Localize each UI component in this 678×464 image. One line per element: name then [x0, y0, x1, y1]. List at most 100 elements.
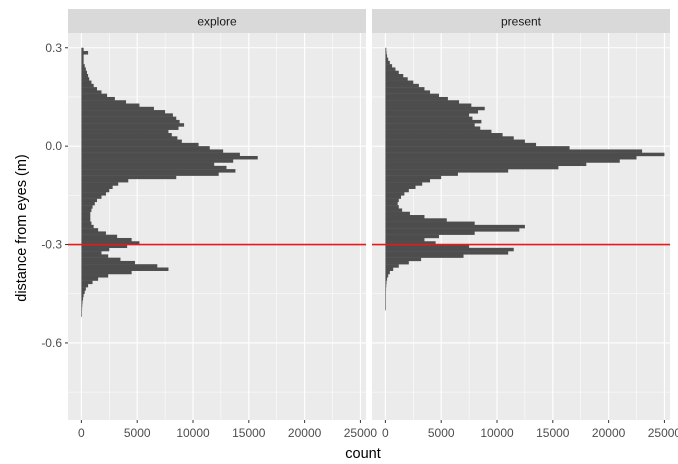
- histogram-bar: [81, 205, 93, 209]
- histogram-bar: [81, 113, 173, 117]
- bars: [81, 47, 258, 317]
- x-tick-label: 10000: [176, 426, 210, 440]
- y-tick-label: -0.3: [41, 238, 62, 252]
- histogram-bar: [385, 237, 425, 242]
- histogram-bar: [81, 188, 110, 193]
- histogram-bar: [385, 83, 419, 88]
- x-tick-label: 25000: [344, 426, 378, 440]
- histogram-bar: [385, 96, 448, 101]
- histogram-bar: [81, 106, 154, 111]
- x-tick-label: 15000: [232, 426, 266, 440]
- histogram-bar: [81, 73, 89, 78]
- histogram-bar: [385, 182, 423, 186]
- histogram-bar: [385, 169, 509, 173]
- histogram-bar: [81, 159, 234, 163]
- histogram-bar: [81, 47, 84, 52]
- histogram-bar: [81, 290, 85, 294]
- histogram-bar: [81, 221, 92, 226]
- histogram-bar: [81, 178, 129, 183]
- histogram-bar: [385, 208, 403, 212]
- histogram-bar: [81, 152, 240, 157]
- histogram-bar: [385, 103, 472, 107]
- histogram-bar: [385, 100, 460, 104]
- histogram-bar: [385, 244, 470, 249]
- histogram-bar: [385, 116, 473, 121]
- histogram-bar: [81, 165, 227, 170]
- histogram-bar: [385, 251, 509, 255]
- histogram-bar: [385, 192, 405, 196]
- y-tick-label: 0.0: [45, 139, 62, 153]
- histogram-bar: [385, 293, 386, 298]
- histogram-bar: [385, 87, 425, 91]
- histogram-bar: [385, 172, 458, 176]
- histogram-bar: [81, 175, 177, 180]
- histogram-bar: [385, 198, 399, 203]
- histogram-bar: [385, 51, 387, 55]
- histogram-bar: [81, 182, 119, 186]
- histogram-bar: [385, 93, 439, 98]
- y-tick-label: -0.6: [41, 336, 62, 350]
- histogram-bar: [385, 224, 525, 229]
- histogram-bar: [385, 300, 386, 304]
- histogram-bar: [81, 139, 182, 144]
- panel-explore: explore: [68, 9, 366, 420]
- histogram-bar: [81, 277, 99, 281]
- histogram-bar: [81, 90, 102, 94]
- histogram-bar: [385, 178, 431, 183]
- histogram-bar: [81, 123, 185, 127]
- histogram-bar: [81, 218, 91, 222]
- histogram-bar: [81, 116, 177, 121]
- histogram-bar: [385, 195, 402, 199]
- histogram-bar: [81, 96, 115, 101]
- histogram-bar: [81, 306, 83, 311]
- histogram-bar: [385, 123, 475, 127]
- histogram-bar: [385, 234, 439, 239]
- histogram-bar: [81, 93, 108, 98]
- histogram-bar: [385, 277, 388, 281]
- bars: [385, 47, 665, 311]
- histogram-bar: [81, 142, 199, 147]
- histogram-bar: [385, 267, 394, 271]
- histogram-bar: [385, 139, 525, 144]
- histogram-bar: [385, 297, 386, 301]
- histogram-bar: [81, 51, 89, 55]
- histogram-bar: [81, 228, 99, 232]
- histogram-bar: [81, 267, 169, 271]
- histogram-bar: [385, 106, 485, 111]
- histogram-bar: [81, 260, 135, 265]
- histogram-bar: [385, 280, 387, 285]
- histogram-bar: [385, 149, 643, 153]
- histogram-bar: [81, 185, 113, 189]
- histogram-bar: [81, 254, 109, 258]
- histogram-bar: [385, 290, 386, 294]
- histogram-bar: [385, 54, 388, 58]
- histogram-bar: [385, 47, 387, 52]
- histogram-bar: [385, 60, 390, 65]
- histogram-bar: [81, 300, 83, 304]
- histogram-bar: [385, 159, 620, 163]
- histogram-bar: [81, 155, 258, 160]
- histogram-bar: [81, 169, 236, 173]
- histogram-bar: [81, 237, 132, 242]
- facet-strip: [68, 9, 366, 33]
- x-tick-label: 5000: [124, 426, 151, 440]
- histogram-bar: [385, 260, 409, 265]
- x-tick-label: 10000: [480, 426, 514, 440]
- histogram-bar: [81, 80, 92, 85]
- histogram-bar: [81, 310, 82, 314]
- histogram-bar: [385, 201, 398, 206]
- histogram-bar: [385, 306, 386, 311]
- x-axes: 0 5000 10000 15000 20000 25000 0 5000 10000 15000…: [78, 420, 678, 440]
- histogram-bar: [81, 67, 86, 71]
- histogram-bar: [81, 293, 84, 298]
- histogram-bar: [385, 247, 514, 252]
- panel-present: present: [372, 9, 670, 420]
- histogram-bar: [385, 129, 492, 134]
- histogram-bar: [385, 287, 387, 291]
- histogram-bar: [385, 188, 409, 193]
- histogram-bar: [81, 234, 118, 239]
- panel-background: [68, 33, 366, 420]
- histogram-bar: [81, 87, 98, 91]
- histogram-bar: [81, 208, 92, 212]
- histogram-bar: [385, 110, 479, 114]
